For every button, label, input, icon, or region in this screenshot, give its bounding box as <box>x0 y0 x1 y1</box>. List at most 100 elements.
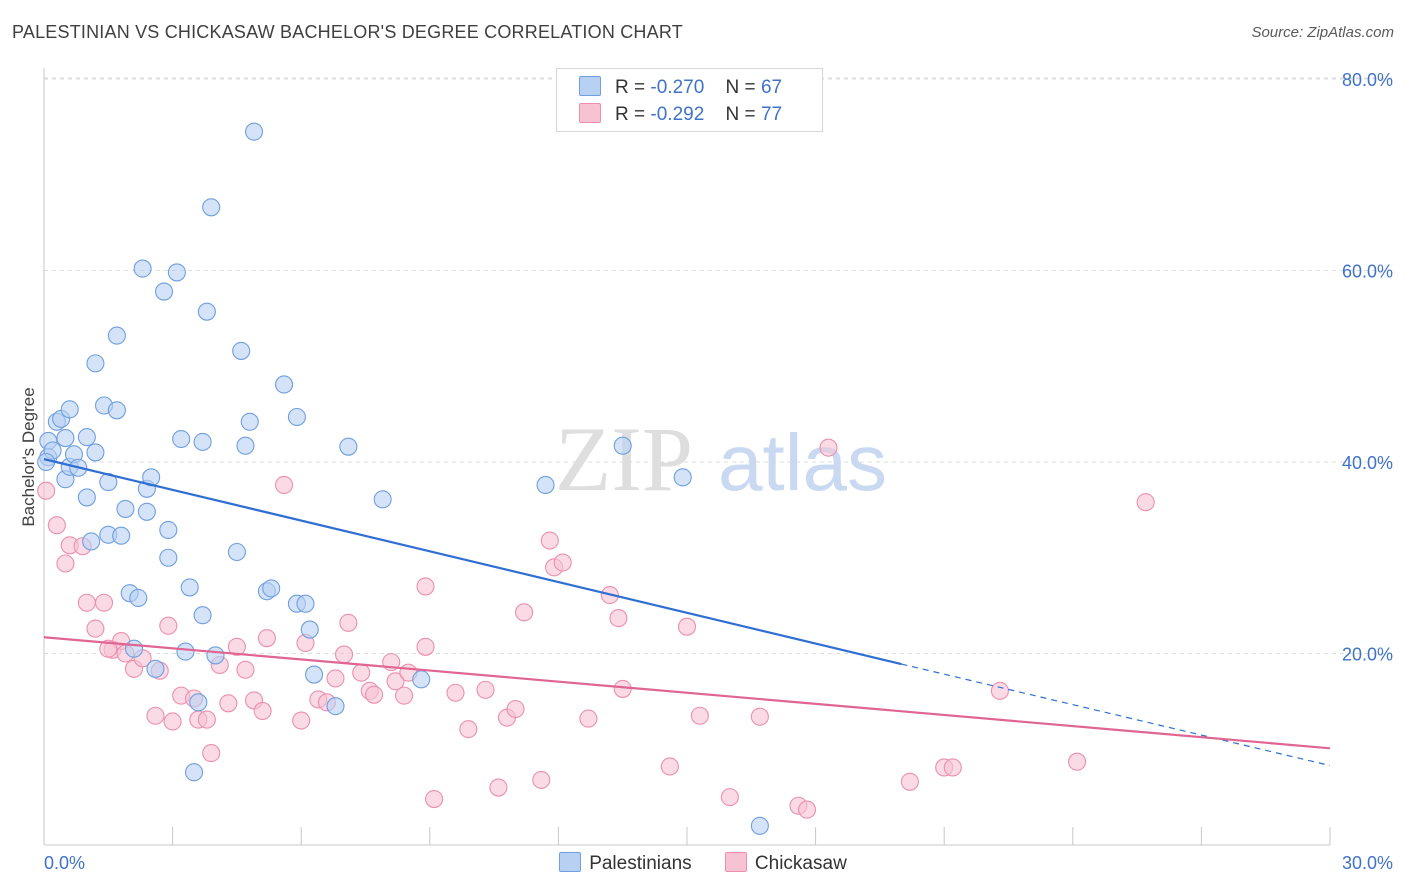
palestinians-point <box>296 594 315 613</box>
palestinians-point <box>326 697 345 716</box>
palestinians-point <box>300 620 319 639</box>
palestinians-point <box>189 693 208 712</box>
legend-n-value: 77 <box>760 104 783 125</box>
chickasaw-point <box>253 701 272 721</box>
legend-n-label: N = <box>725 104 756 125</box>
palestinians-point <box>236 436 255 455</box>
y-tick-label: 40.0% <box>1342 453 1393 473</box>
palestinians-point <box>154 282 174 301</box>
series-swatch-blue <box>559 852 582 872</box>
y-axis-label: Bachelor's Degree <box>19 387 38 526</box>
chickasaw-point <box>506 699 525 719</box>
palestinians-point <box>159 520 178 540</box>
palestinians-point <box>240 412 259 431</box>
watermark-zip: ZIP <box>555 408 693 510</box>
chickasaw-point <box>677 617 697 636</box>
series-label: Chickasaw <box>754 853 847 874</box>
chickasaw-point <box>416 637 435 656</box>
palestinians-point <box>339 437 358 456</box>
correlation-legend: R = -0.270 N = 67 R = -0.292 N = 77 <box>556 68 823 132</box>
source-label: Source: ZipAtlas.com <box>1251 24 1394 41</box>
legend-swatch-blue <box>579 76 601 96</box>
chickasaw-point <box>515 603 534 622</box>
palestinians-point <box>56 429 75 448</box>
y-tick-label: 80.0% <box>1342 70 1393 90</box>
chickasaw-point <box>416 577 435 596</box>
legend-r-label: R = <box>615 104 646 125</box>
palestinians-point <box>262 579 281 598</box>
chickasaw-point <box>99 639 118 658</box>
x-tick-label: 0.0% <box>44 853 85 873</box>
palestinians-point <box>206 646 225 665</box>
palestinians-point <box>107 326 126 345</box>
chickasaw-point <box>146 706 165 725</box>
chickasaw-point <box>395 686 414 705</box>
palestinians-point <box>275 375 294 394</box>
chickasaw-trend-line <box>43 636 1331 750</box>
palestinians-point <box>82 532 101 551</box>
x-tick-label: 30.0% <box>1342 853 1393 873</box>
chickasaw-point <box>202 744 221 763</box>
legend-row-palestinians: R = -0.270 N = 67 <box>579 76 782 99</box>
series-legend-chickasaw[interactable]: Chickasaw <box>724 852 847 875</box>
chickasaw-point <box>292 711 311 730</box>
chickasaw-point <box>197 710 216 729</box>
chickasaw-point <box>476 680 495 699</box>
chickasaw-point <box>750 707 769 726</box>
palestinians-point <box>244 122 264 141</box>
palestinians-point <box>77 488 96 507</box>
chickasaw-point <box>163 712 182 731</box>
chickasaw-point <box>990 681 1009 700</box>
chickasaw-point <box>94 593 114 612</box>
palestinians-point <box>673 468 692 487</box>
chickasaw-point <box>720 788 739 807</box>
series-label: Palestinians <box>589 853 692 874</box>
palestinians-point <box>116 499 135 518</box>
chickasaw-point <box>425 789 444 809</box>
chart-title: PALESTINIAN VS CHICKASAW BACHELOR'S DEGR… <box>12 22 683 42</box>
chickasaw-point <box>77 593 96 612</box>
chickasaw-point <box>37 481 56 500</box>
palestinians-point <box>305 665 324 684</box>
chickasaw-point <box>459 720 478 739</box>
watermark: ZIP atlas <box>555 408 887 510</box>
chickasaw-point <box>819 438 838 457</box>
palestinians-point <box>227 542 246 562</box>
chickasaw-point <box>797 800 817 819</box>
chickasaw-point <box>613 679 632 698</box>
chickasaw-point <box>609 609 628 628</box>
palestinians-point <box>86 443 105 462</box>
chickasaw-point <box>386 672 405 691</box>
chickasaw-point <box>56 554 75 573</box>
chickasaw-point <box>352 663 371 682</box>
chickasaw-point <box>365 685 384 704</box>
chickasaw-point <box>219 694 238 713</box>
palestinians-point <box>287 407 306 427</box>
tick-labels: 20.0% 40.0% 60.0% 80.0% 0.0% 30.0% <box>44 70 1393 873</box>
series-legend-palestinians[interactable]: Palestinians <box>559 852 692 875</box>
palestinians-point <box>137 502 156 521</box>
series-swatch-pink <box>724 852 747 872</box>
palestinians-point <box>536 475 555 495</box>
palestinians-point <box>232 341 251 360</box>
palestinians-point <box>750 816 769 835</box>
palestinians-points <box>37 122 769 835</box>
legend-n-label: N = <box>725 77 756 98</box>
chickasaw-points <box>37 438 1155 819</box>
chickasaw-point <box>335 645 354 664</box>
chickasaw-point <box>227 637 246 656</box>
legend-swatch-pink <box>579 103 601 123</box>
legend-r-value: -0.292 <box>650 104 705 125</box>
chickasaw-point <box>1136 493 1155 512</box>
chickasaw-point <box>257 629 276 648</box>
palestinians-point <box>112 526 131 545</box>
chickasaw-point <box>275 475 294 495</box>
palestinians-point <box>60 400 79 419</box>
palestinians-point <box>613 436 632 455</box>
legend-r-value: -0.270 <box>650 77 705 98</box>
palestinians-point <box>184 763 204 782</box>
trend-lines <box>43 458 1331 767</box>
palestinians-point <box>193 606 212 625</box>
chickasaw-point <box>540 531 559 550</box>
